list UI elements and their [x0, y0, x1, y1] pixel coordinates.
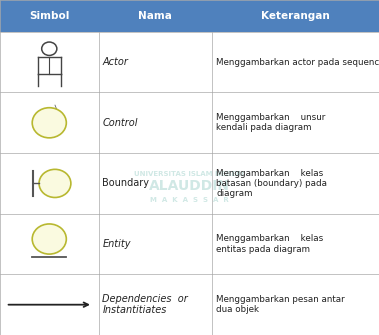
Text: Keterangan: Keterangan — [261, 11, 330, 21]
Text: Dependencies  or
Instantitiates: Dependencies or Instantitiates — [102, 294, 188, 316]
Circle shape — [32, 108, 66, 138]
FancyBboxPatch shape — [0, 92, 379, 153]
Text: Menggambarkan    kelas
entitas pada diagram: Menggambarkan kelas entitas pada diagram — [216, 234, 323, 254]
FancyBboxPatch shape — [0, 214, 379, 274]
Text: UNIVERSITAS ISLAM NEGERI: UNIVERSITAS ISLAM NEGERI — [135, 171, 244, 177]
Text: Boundary: Boundary — [102, 179, 149, 188]
FancyBboxPatch shape — [0, 274, 379, 335]
FancyBboxPatch shape — [0, 32, 379, 92]
Text: Actor: Actor — [102, 57, 128, 67]
Circle shape — [39, 170, 71, 197]
Text: Menggambarkan pesan antar
dua objek: Menggambarkan pesan antar dua objek — [216, 295, 345, 314]
Text: Menggambarkan actor pada sequence diagram: Menggambarkan actor pada sequence diagra… — [216, 58, 379, 67]
FancyBboxPatch shape — [0, 0, 379, 32]
Text: ALAUDDIN: ALAUDDIN — [149, 180, 230, 193]
Text: Menggambarkan    unsur
kendali pada diagram: Menggambarkan unsur kendali pada diagram — [216, 113, 326, 132]
Text: Control: Control — [102, 118, 138, 128]
Text: M  A  K  A  S  S  A  R: M A K A S S A R — [150, 197, 229, 203]
Text: Simbol: Simbol — [29, 11, 69, 21]
FancyBboxPatch shape — [0, 153, 379, 214]
Text: Entity: Entity — [102, 239, 131, 249]
Text: Nama: Nama — [138, 11, 172, 21]
Circle shape — [32, 224, 66, 254]
Text: Menggambarkan    kelas
batasan (boundary) pada
diagram: Menggambarkan kelas batasan (boundary) p… — [216, 169, 327, 198]
